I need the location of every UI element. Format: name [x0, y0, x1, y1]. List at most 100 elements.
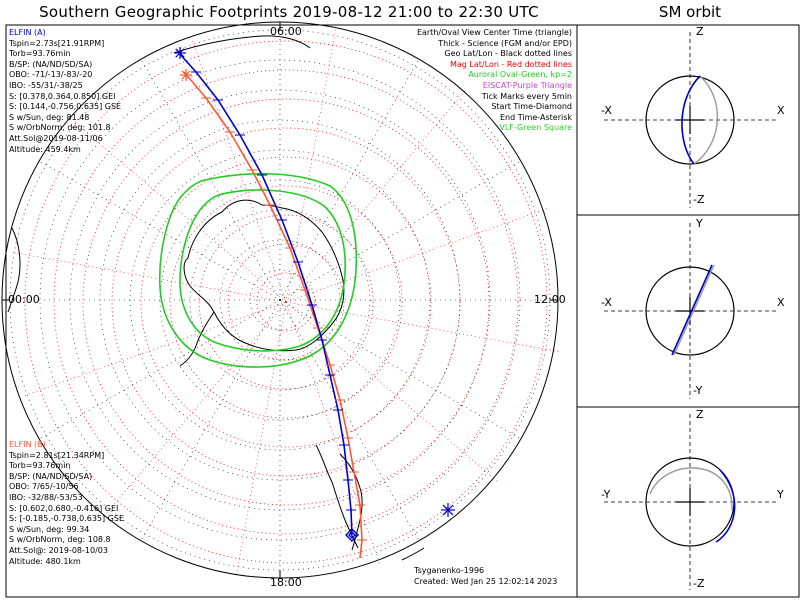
sm-panel-3 — [604, 414, 776, 590]
elfin-a-line: IBO: -55/31/-38/25 — [9, 80, 83, 90]
elfin-a-end-asterisk — [174, 47, 186, 59]
credits-created: Created: Wed Jan 25 12:02:14 2023 — [414, 576, 558, 586]
australia-coastline — [7, 227, 21, 313]
antarctic-peninsula — [179, 311, 215, 367]
mag-meridian — [235, 301, 287, 576]
south-america-coastline — [315, 444, 363, 551]
sm2-bottom-label: -Y — [693, 384, 703, 397]
earth-circle — [645, 266, 735, 356]
credits: Tsyganenko-1996 Created: Wed Jan 25 12:0… — [414, 566, 557, 587]
legend-item: Tick Marks every 5min — [481, 91, 572, 101]
elfin-a-line: S w/OrbNorm, deg: 101.8 — [9, 123, 111, 133]
clock-label-00: 00:00 — [8, 293, 40, 306]
sm1-right-label: X — [777, 104, 785, 117]
legend-item: Geo Lat/Lon - Black dotted lines — [444, 49, 572, 59]
mag-meridian — [105, 301, 287, 515]
sm-orbit-b — [649, 467, 733, 511]
mag-lat-circle — [140, 156, 432, 448]
clock-label-18: 18:00 — [270, 576, 302, 589]
sm-orbit-a — [681, 75, 701, 165]
legend-item: Auroral Oval-Green, kp=2 — [468, 70, 572, 80]
geo-meridian — [279, 299, 420, 541]
elfin-a-line: B/SP: (NA/ND/SD/SA) — [9, 59, 93, 69]
antarctica-landmass — [7, 35, 425, 561]
credits-author: Tsyganenko-1996 — [414, 566, 485, 575]
mag-lat-circle — [256, 272, 316, 332]
elfin-a-line: S: [0.378,0.364,0.850] GEI — [9, 91, 116, 101]
geo-meridian — [140, 299, 281, 541]
earth-circle — [645, 75, 735, 165]
elfin-a-line: S: [0.144,-0.756,0.635] GSE — [9, 102, 122, 112]
sm3-left-label: -Y — [601, 488, 611, 501]
elfin-b-end-asterisk-stroke — [181, 70, 191, 80]
sm3-top-label: Z — [696, 408, 704, 421]
elfin-a-line: OBO: -71/-13/-83/-20 — [9, 70, 93, 80]
mag-lat-circle — [169, 185, 403, 419]
view-center-asterisk-stroke — [442, 504, 454, 516]
elfin-b-line: S: [-0.185,-0.738,0.635] GSE — [9, 514, 124, 524]
sm-orbit-a — [715, 469, 736, 543]
elfin-a-header: ELFIN (A) — [9, 28, 46, 37]
map-grid — [1, 21, 560, 579]
elfin-a-start-diamond — [345, 528, 359, 542]
sm3-right-label: Y — [777, 488, 784, 501]
elfin-a-start-diamond-inner — [348, 531, 356, 539]
mag-lat-circle — [82, 98, 490, 506]
elfin-a-line: Altitude: 459.4km — [9, 144, 81, 154]
elfin-b-line: IBO: -32/88/-53/53 — [9, 492, 83, 502]
elfin-a-track — [177, 51, 353, 536]
legend-item: Start Time-Diamond — [491, 102, 572, 112]
clock-label-12: 12:00 — [534, 293, 566, 306]
sm-orbit-panels — [604, 32, 776, 590]
sm2-right-label: X — [777, 296, 785, 309]
mag-lat-circle — [198, 214, 374, 390]
mag-meridian — [285, 301, 380, 564]
elfin-b-header: ELFIN (B) — [9, 440, 46, 449]
auroral-oval — [158, 172, 358, 368]
elfin-a-end-asterisk-stroke — [175, 48, 185, 58]
elfin-b-end-asterisk — [180, 69, 192, 81]
auroral-oval-inner — [179, 189, 346, 352]
mag-lat-circle — [53, 69, 519, 535]
legend-item: Thick - Science (FGM and/or EPD) — [438, 38, 572, 48]
mag-meridian — [285, 28, 337, 303]
africa-coastline — [173, 35, 311, 54]
elfin-b-line: B/SP: (NA/ND/SD/SA) — [9, 471, 93, 481]
mag-lat-circle — [111, 127, 461, 477]
elfin-b-info: ELFIN (B) Tspin=2.81s[21.34RPM] Torb=93.… — [9, 440, 124, 567]
elfin-b-line: OBO: 7/65/-10/56 — [9, 482, 79, 492]
sm2-top-label: Y — [696, 217, 703, 230]
elfin-b-line: S w/Sun, deg: 99.34 — [9, 524, 90, 534]
legend-item: End Time-Asterisk — [499, 112, 572, 122]
elfin-a-line: Att.Sol@2019-08-11/06 — [9, 133, 103, 143]
chart-title: Southern Geographic Footprints 2019-08-1… — [39, 3, 539, 21]
sm2-left-label: -X — [601, 296, 612, 309]
view-center-asterisk — [441, 503, 455, 517]
sm1-left-label: -X — [601, 104, 612, 117]
elfin-a-line: S w/Sun, deg: 81.48 — [9, 112, 90, 122]
elfin-b-line: Torb=93.76min — [9, 461, 71, 471]
elfin-b-line: Att.Sol@: 2019-08-10/03 — [9, 545, 108, 555]
elfin-a-line: Tspin=2.73s[21.91RPM] — [9, 38, 105, 48]
mag-meridian — [12, 251, 287, 303]
mag-lat-circle — [227, 243, 345, 361]
elfin-b-line: Tspin=2.81s[21.34RPM] — [9, 450, 105, 460]
sm1-top-label: Z — [696, 25, 704, 38]
legend-item: VLF-Green Square — [499, 123, 572, 133]
geo-meridian — [39, 299, 281, 440]
sm-panel-1 — [604, 32, 776, 208]
sm3-bottom-label: -Z — [693, 577, 705, 590]
legend-item: Earth/Oval View Center Time (triangle) — [416, 28, 572, 37]
mag-meridian — [24, 301, 287, 396]
legend: Earth/Oval View Center Time (triangle) T… — [417, 28, 572, 134]
elfin-b-line: Altitude: 480.1km — [9, 556, 81, 566]
legend-item: Mag Lat/Lon - Red dotted lines — [449, 59, 572, 69]
sm-orbit-b — [673, 264, 715, 356]
geo-meridian — [279, 59, 420, 301]
sm-orbit-a — [671, 264, 713, 356]
elfin-a-line: Torb=93.76min — [9, 49, 71, 59]
sm-panel-2 — [604, 223, 776, 399]
elfin-a-info: ELFIN (A) Tspin=2.73s[21.91RPM] Torb=93.… — [9, 28, 121, 155]
clock-label-06: 06:00 — [270, 25, 302, 38]
